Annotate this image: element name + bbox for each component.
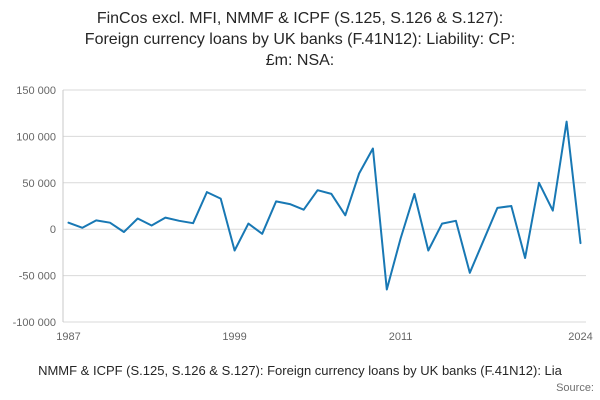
chart-area: 150 000 100 000 50 000 0 -50 000 -100 000 1987…: [0, 76, 600, 356]
x-tick-label: 2011: [389, 331, 413, 343]
y-tick-label: 50 000: [22, 178, 56, 190]
y-tick-label: -100 000: [13, 317, 56, 329]
y-tick-label: 100 000: [16, 131, 56, 143]
page-title: FinCos excl. MFI, NMMF & ICPF (S.125, S.…: [84, 10, 516, 70]
y-tick-label: 0: [50, 224, 56, 236]
source-label: Source:: [556, 382, 594, 394]
y-tick-label: -50 000: [19, 271, 56, 283]
x-tick-label: 1987: [56, 331, 80, 343]
footer-caption: NMMF & ICPF (S.125, S.126 & S.127): Fore…: [38, 363, 562, 378]
y-tick-label: 150 000: [16, 85, 56, 97]
x-tick-label: 1999: [222, 331, 246, 343]
line-chart-svg: 150 000 100 000 50 000 0 -50 000 -100 0001987…: [13, 85, 593, 343]
data-series-line: [67, 120, 582, 291]
x-tick-label: 2024: [568, 331, 592, 343]
